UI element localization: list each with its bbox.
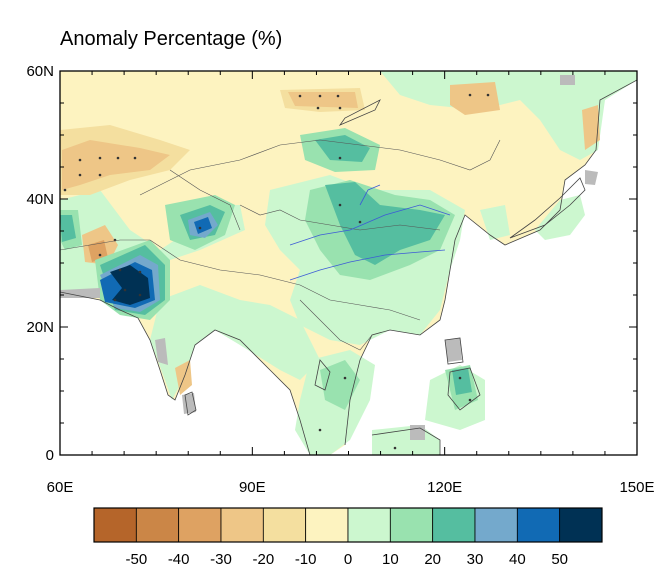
colorbar-swatch — [347, 507, 391, 543]
colorbar-label: -20 — [252, 551, 274, 568]
lat-tick-label: 60N — [26, 63, 54, 80]
colorbar-swatch — [516, 507, 561, 543]
colorbar-label: -40 — [168, 551, 190, 568]
colorbar-label: 40 — [509, 551, 526, 568]
missing-philippines — [445, 338, 462, 362]
colorbar-swatch — [432, 507, 476, 543]
map-field — [60, 71, 637, 455]
colorbar-label: 30 — [467, 551, 484, 568]
colorbar-swatch — [559, 507, 603, 543]
lon-tick-label: 90E — [239, 479, 266, 496]
significance-dots — [63, 93, 490, 450]
missing-kamchatka — [560, 75, 575, 85]
region-10-korea — [480, 205, 510, 240]
region-10-japan — [535, 195, 585, 240]
colorbar-swatch — [389, 507, 434, 543]
region-30-philippines — [452, 368, 472, 395]
lat-tick-label: 40N — [26, 191, 54, 208]
rivers — [289, 184, 451, 281]
region-neg30-afghan — [88, 240, 108, 262]
lat-tick-label: 20N — [26, 319, 54, 336]
region-50-tibet — [194, 217, 212, 234]
colorbar-swatch — [93, 507, 137, 543]
region-neg20-mongolia — [288, 92, 358, 108]
region-neg20-japan — [582, 105, 600, 150]
missing-pakistan-coast — [60, 288, 100, 298]
country-borders — [60, 139, 501, 351]
lat-tick-label: 0 — [46, 447, 54, 464]
region-10-north — [380, 71, 637, 160]
missing-taiwan — [585, 170, 598, 185]
region-neg20-manchuria — [450, 82, 500, 115]
lon-tick-label: 150E — [619, 479, 654, 496]
colorbar-label: -50 — [125, 551, 147, 568]
region-10-india — [150, 285, 320, 400]
colorbar-swatch — [305, 507, 349, 543]
colorbar-swatch — [220, 507, 264, 543]
colorbar-swatch — [262, 507, 307, 543]
missing-india-coast — [155, 338, 168, 365]
missing-borneo — [410, 425, 425, 440]
coastlines — [60, 79, 637, 455]
lat-axis: 60N 40N 20N 0 — [26, 63, 637, 464]
region-neg20-west — [62, 140, 170, 190]
colorbar-label: 10 — [382, 551, 399, 568]
region-30-westasia — [60, 215, 76, 242]
lon-tick-label: 60E — [47, 479, 74, 496]
colorbar-label: -10 — [295, 551, 317, 568]
colorbar-frame — [93, 507, 603, 543]
colorbar-label: 20 — [424, 551, 441, 568]
colorbar-label: 50 — [551, 551, 568, 568]
region-30-china — [325, 182, 445, 265]
map-title: Anomaly Percentage (%) — [60, 28, 283, 50]
lon-tick-label: 120E — [427, 479, 462, 496]
lon-axis: 60E 90E 120E 150E — [47, 71, 655, 496]
region-10-borneo — [372, 425, 440, 455]
colorbar: -50 -40 -30 -20 -10 0 10 20 30 40 50 — [93, 507, 603, 568]
colorbar-label: 0 — [344, 551, 352, 568]
colorbar-swatch — [474, 507, 518, 543]
region-neg20-india — [175, 360, 192, 395]
colorbar-swatch — [178, 507, 222, 543]
region-30-mongolia — [315, 135, 370, 162]
colorbar-label: -30 — [210, 551, 232, 568]
colorbar-swatch — [135, 507, 180, 543]
